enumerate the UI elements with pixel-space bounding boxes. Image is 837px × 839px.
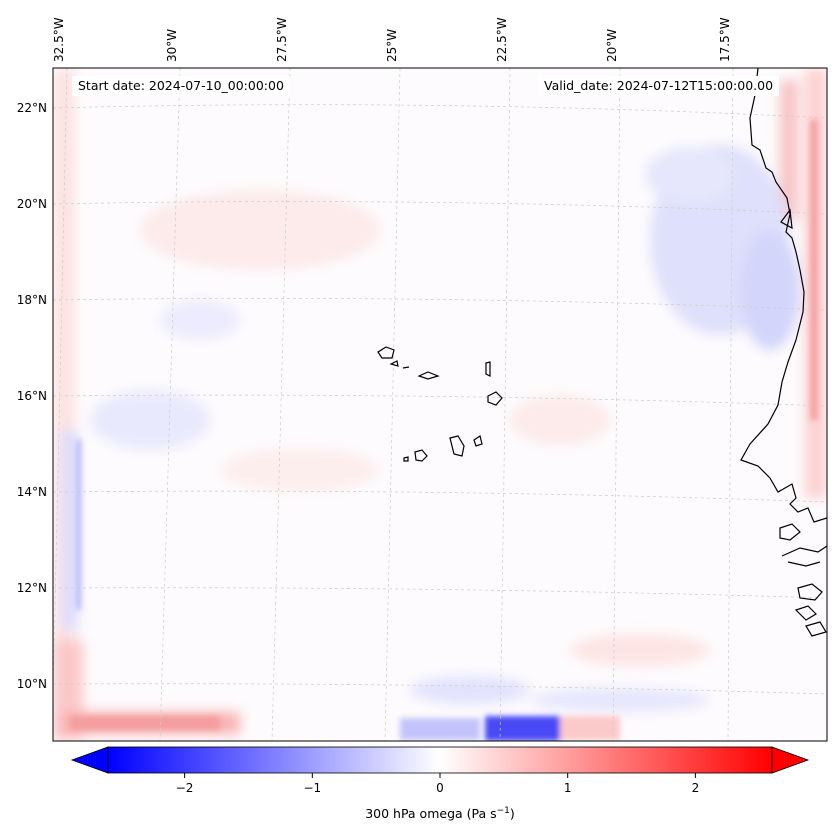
longitude-label: 32.5°W — [52, 17, 66, 62]
east-positive-patch — [510, 395, 610, 445]
latitude-label: 16°N — [17, 389, 47, 403]
longitude-label: 27.5°W — [275, 17, 289, 62]
gridline-lat — [53, 587, 827, 599]
west-edge-negative-line — [76, 440, 81, 610]
gridlines — [53, 68, 827, 741]
gambia-river-south — [787, 561, 821, 567]
latitude-label: 14°N — [17, 485, 47, 499]
longitude-label: 30°W — [165, 29, 179, 62]
latitude-label: 10°N — [17, 677, 47, 691]
gridline-lon — [159, 68, 181, 741]
south-negative-patch — [410, 676, 530, 704]
island-santa-luzia — [402, 366, 410, 369]
colorbar-label: 300 hPa omega (Pa s−1) — [0, 806, 837, 821]
island-sao-vicente — [389, 360, 399, 367]
island-sao-nicolau — [417, 371, 440, 380]
island-brava — [403, 456, 409, 462]
north-positive-patch — [140, 190, 380, 270]
coast-bijagos — [797, 583, 823, 601]
colorbar-tick-label: −1 — [303, 781, 321, 795]
colorbar: −2 −1 0 1 2 — [70, 746, 810, 795]
gridline-lon — [727, 68, 734, 741]
south-mixed-patch — [530, 688, 710, 712]
coast-island — [779, 523, 801, 541]
colorbar-ticks: −2 −1 0 1 2 — [176, 773, 699, 795]
island-fogo — [414, 449, 428, 462]
gridline-lat — [53, 490, 827, 503]
island-santiago — [449, 435, 465, 457]
central-positive-patch — [220, 448, 380, 492]
colorbar-extend-max — [771, 746, 810, 774]
colorbar-label-sup: −1 — [496, 806, 510, 816]
central-negative-patch — [160, 300, 240, 340]
colorbar-label-end: ) — [509, 806, 515, 822]
coastlines — [740, 68, 827, 637]
omega-field-strong — [70, 120, 818, 741]
island-santo-antao — [377, 346, 395, 359]
island-sal — [485, 361, 491, 377]
gridline-lon — [53, 68, 68, 712]
east-edge-positive-line — [810, 120, 818, 420]
map-panel — [53, 68, 827, 741]
longitude-label: 25°W — [385, 29, 399, 62]
gridline-lat — [53, 104, 827, 119]
gridline-lat — [53, 394, 827, 407]
longitude-labels: 32.5°W 30°W 27.5°W 25°W 22.5°W 20°W 17.5°W — [52, 17, 732, 62]
gridline-lon — [271, 68, 291, 741]
gridline-lon — [499, 68, 511, 741]
colorbar-extend-min — [70, 746, 109, 774]
west-edge-negative — [62, 430, 78, 630]
valid-date-label: Valid_date: 2024-07-12T15:00:00.00 — [538, 76, 780, 96]
latitude-label: 20°N — [17, 197, 47, 211]
coast-bijagos-3 — [805, 621, 827, 637]
gridline-lat — [53, 201, 827, 215]
coast-bijagos-2 — [794, 605, 817, 621]
gambia-river — [781, 545, 827, 557]
west-africa-coastline — [740, 68, 827, 523]
latitude-label: 22°N — [17, 101, 47, 115]
east-edge-positive-north — [780, 80, 798, 220]
south-strong-negative — [485, 716, 560, 741]
gridline-lon — [612, 68, 621, 741]
latitude-labels: 22°N 20°N 18°N 16°N 14°N 12°N 10°N — [17, 101, 47, 691]
gridline-lat — [53, 683, 827, 695]
colorbar-label-main: 300 hPa omega (Pa s — [365, 806, 497, 822]
gridline-lat — [53, 298, 827, 311]
cape-verde-islands — [377, 346, 503, 462]
colorbar-tick-label: −2 — [176, 781, 194, 795]
island-maio — [473, 435, 483, 447]
colorbar-tick-label: 1 — [564, 781, 572, 795]
island-boa-vista — [487, 391, 503, 406]
latitude-label: 18°N — [17, 293, 47, 307]
colorbar-tick-label: 0 — [436, 781, 444, 795]
south-positive-patch — [570, 634, 710, 666]
longitude-label: 17.5°W — [718, 17, 732, 62]
north-negative-patch — [645, 147, 735, 203]
colorbar-gradient — [107, 746, 773, 774]
longitude-label: 22.5°W — [495, 17, 509, 62]
west-negative-patch — [90, 390, 210, 450]
map-frame — [52, 67, 828, 742]
longitude-label: 20°W — [605, 29, 619, 62]
start-date-label: Start date: 2024-07-10_00:00:00 — [72, 76, 290, 96]
south-moderate-negative — [400, 718, 480, 740]
colorbar-tick-label: 2 — [692, 781, 700, 795]
south-moderate-positive — [560, 716, 620, 740]
coastal-negative-core — [740, 230, 800, 350]
latitude-label: 12°N — [17, 581, 47, 595]
gridline-lon — [384, 68, 401, 741]
south-edge-strong-strip — [70, 716, 220, 730]
coast-inlet — [780, 208, 793, 230]
